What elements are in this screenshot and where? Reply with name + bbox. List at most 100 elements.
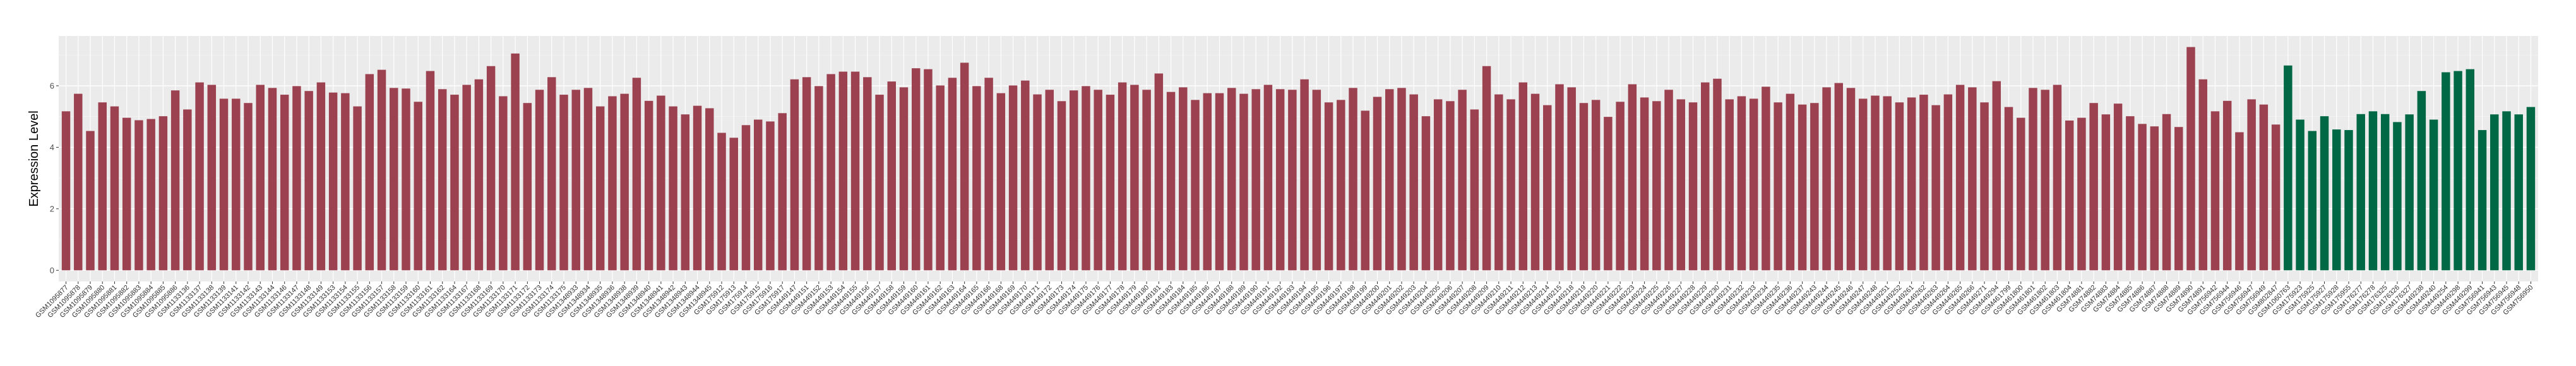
bar [595, 106, 605, 271]
bar [1931, 105, 1940, 271]
bar [1907, 97, 1916, 271]
bar [2138, 124, 2147, 271]
bar [1713, 78, 1722, 271]
bar [1859, 98, 1868, 271]
bar [1069, 90, 1078, 271]
bar [2041, 90, 2049, 271]
bar [2053, 85, 2062, 271]
bar [1142, 90, 1151, 271]
bar [1251, 89, 1260, 271]
bar [1919, 95, 1928, 271]
bar [1324, 102, 1333, 271]
bar [1616, 102, 1625, 271]
y-tick-label: 6 [50, 81, 54, 90]
x-axis: GSM1095877GSM1095878GSM1095879GSM1095880… [34, 281, 2535, 319]
bar [1227, 88, 1236, 271]
bar [1846, 88, 1856, 271]
bar [1482, 66, 1491, 271]
bar [996, 93, 1006, 271]
bar [2174, 127, 2183, 271]
bar [523, 103, 532, 271]
bar [2162, 114, 2171, 271]
bar [778, 113, 787, 271]
plot-panel [59, 36, 2538, 281]
bar [1688, 102, 1698, 271]
bar [1433, 99, 1443, 271]
bar [814, 86, 823, 271]
bar [972, 86, 981, 271]
bar [826, 74, 835, 271]
bar [1239, 93, 1248, 271]
bar [899, 87, 909, 271]
bar [644, 100, 653, 271]
bar [1106, 95, 1115, 271]
bar [304, 91, 313, 271]
bar [2210, 111, 2220, 271]
bar [1057, 101, 1066, 271]
bar [1118, 82, 1127, 271]
bar [316, 82, 326, 271]
bar [1154, 73, 1164, 271]
bar [341, 93, 350, 271]
y-tick-label: 4 [50, 143, 54, 152]
bars [61, 47, 2536, 271]
bar [2442, 72, 2450, 271]
bar [1676, 99, 1686, 271]
bar [183, 109, 192, 271]
bar [2502, 111, 2511, 271]
y-axis: 0 2 4 6 [50, 81, 59, 275]
bar [1774, 102, 1782, 271]
y-tick-label: 2 [50, 204, 54, 213]
bar [608, 96, 617, 271]
bar [1409, 94, 1418, 271]
bar [2247, 99, 2256, 271]
bar [2101, 114, 2111, 271]
bar [1385, 89, 1394, 271]
bar [1895, 102, 1904, 271]
bar [1094, 90, 1102, 271]
bar [2113, 103, 2123, 271]
bar [134, 120, 143, 271]
bar [2380, 114, 2390, 271]
bar [2089, 103, 2098, 271]
bar [280, 95, 289, 271]
bar [559, 95, 568, 271]
bar [2235, 132, 2244, 271]
bar [486, 66, 496, 271]
bar [1300, 79, 1309, 271]
bar [2344, 130, 2353, 271]
bar [390, 88, 398, 271]
bar [1203, 93, 1212, 271]
bar [426, 71, 435, 271]
bar [717, 133, 726, 271]
bar [98, 102, 107, 271]
bar [1530, 93, 1540, 271]
bar [1263, 85, 1273, 271]
bar [1397, 88, 1406, 271]
bar [657, 95, 665, 271]
bar [1421, 116, 1431, 271]
bar [353, 106, 362, 271]
bar [571, 90, 580, 271]
bar [1652, 101, 1661, 271]
bar [620, 93, 629, 271]
bar [1980, 102, 1989, 271]
bar [207, 85, 217, 271]
bar [402, 88, 410, 271]
bar [1494, 94, 1503, 271]
bar [669, 106, 677, 271]
bar [1082, 86, 1090, 271]
bar [1458, 90, 1467, 271]
bar [122, 117, 131, 271]
bar [1591, 100, 1601, 271]
bar [2222, 100, 2232, 271]
bar [1470, 109, 1479, 271]
bar [195, 82, 204, 271]
bar [438, 89, 447, 271]
bar [1130, 85, 1139, 271]
bar [2332, 129, 2341, 271]
bar [1968, 87, 1977, 271]
bar [705, 108, 714, 271]
bar [1337, 100, 1345, 271]
bar [1834, 83, 1844, 271]
